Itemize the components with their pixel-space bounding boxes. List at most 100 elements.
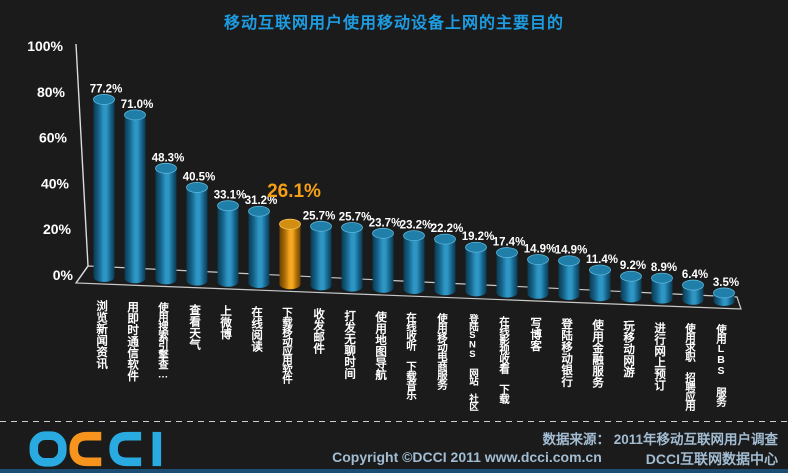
category-label: 打发无聊时间: [343, 309, 356, 379]
bar-value-label: 31.2%: [245, 195, 278, 207]
bar-top: [279, 218, 301, 230]
category-label: 登陆SNS 网站 社区: [466, 314, 478, 410]
bar-top: [372, 227, 394, 239]
bar-cylinder: [155, 168, 177, 280]
data-source-text: 数据来源： 2011年移动互联网用户调查: [542, 432, 778, 447]
category-label: 收发邮件: [312, 308, 325, 355]
bar-top: [589, 264, 611, 276]
bar-top: [651, 272, 673, 284]
category-label: 下载移动应用软件: [281, 307, 294, 384]
org-name-text: DCCI互联网数据中心: [645, 451, 778, 467]
bar-cylinder: [496, 252, 518, 293]
bar-top: [713, 287, 735, 299]
bar-cylinder: [310, 226, 332, 286]
bar-cylinder: [434, 239, 456, 291]
bar-cylinder: [558, 260, 580, 295]
bar-top: [341, 222, 363, 233]
bar-value-label: 14.9%: [555, 245, 588, 257]
bar-top: [527, 254, 549, 265]
footer-divider: [0, 421, 788, 422]
bar-value-label: 48.3%: [152, 152, 185, 164]
bar-value-label: 14.9%: [524, 244, 557, 256]
bar-top: [155, 162, 177, 174]
bar-value-label: 11.4%: [586, 254, 618, 266]
bar-value-label: 9.2%: [620, 260, 646, 272]
y-axis-tick-label: 0%: [53, 267, 74, 283]
category-label: 使用求职 招聘应用: [684, 322, 697, 410]
bar-value-label: 25.7%: [339, 211, 372, 223]
bar-top: [93, 94, 115, 105]
bar-value-label: 40.5%: [183, 171, 216, 183]
bar-top: [248, 205, 270, 217]
category-label: 进行网上预订: [653, 321, 666, 391]
bar-cylinder: [527, 259, 549, 294]
bar-value-label: 22.2%: [431, 223, 464, 235]
bar-value-label: 6.4%: [682, 269, 708, 281]
category-label: 使用LBS 服务: [715, 324, 728, 406]
category-label: 登陆移动银行: [560, 318, 573, 387]
bar-top: [403, 230, 425, 242]
category-label: 使用移动电商服务: [436, 313, 449, 390]
bar-cylinder: [341, 227, 363, 287]
y-axis-tick-label: 60%: [39, 130, 68, 146]
category-label: 用即时通信软件: [126, 301, 139, 382]
y-axis-line: [75, 43, 89, 284]
bar-cylinder: [372, 233, 394, 288]
category-label: 使用搜索引擎查…: [157, 302, 170, 380]
bar-top: [186, 182, 208, 193]
bar-cylinder: [248, 211, 270, 283]
bar-value-label: 3.5%: [713, 277, 739, 289]
category-label: 上微博: [219, 304, 232, 340]
category-label: 使用金融服务: [591, 319, 604, 389]
category-label: 写博客: [529, 316, 542, 352]
bar-chart: 0% 20% 40% 60% 80% 100% 77.2% 71.0% 48.3% 40.5% 33…: [27, 38, 742, 310]
bar-top: [558, 255, 580, 267]
logo-letter-i: [152, 431, 162, 467]
bar-value-label: 33.1%: [214, 190, 247, 202]
category-label: 玩移动网游: [622, 320, 635, 378]
y-axis-tick-label: 80%: [37, 84, 66, 100]
bar-cylinder: [465, 247, 487, 292]
bar-cylinder: [620, 276, 642, 298]
bar-top: [124, 109, 146, 121]
bar-cylinder: [124, 114, 146, 279]
bar-cylinder: [651, 278, 673, 299]
bar-cylinder-highlighted: [279, 224, 301, 285]
bar-cylinder: [589, 269, 611, 297]
category-label: 在线阅读: [250, 306, 263, 352]
bar-cylinder: [403, 235, 425, 289]
bar-cylinder: [186, 187, 208, 281]
bar-value-label: 19.2%: [462, 231, 495, 243]
logo-letter-c2: [109, 431, 142, 467]
bar-top: [465, 241, 487, 253]
logo-letter-c1: [69, 431, 102, 467]
bar-cylinder: [217, 205, 239, 282]
bar-value-label: 8.9%: [651, 262, 677, 274]
copyright-text: Copyright ©DCCI 2011 www.dcci.com.cn: [332, 449, 602, 465]
bar-top: [682, 279, 704, 291]
footer-copyright-row: Copyright ©DCCI 2011 www.dcci.com.cn DCC…: [332, 449, 778, 469]
category-label: 浏览新闻资讯: [95, 300, 108, 369]
bar-value-label: 26.1%: [267, 181, 321, 202]
bar-top: [434, 233, 456, 245]
logo-letter-d: [29, 431, 67, 467]
bar-value-label: 77.2%: [90, 83, 123, 95]
bar-top: [620, 270, 642, 282]
category-label: 使用地图导航: [374, 310, 387, 380]
bar-top: [217, 200, 239, 212]
category-label: 在线影视收看 下载: [498, 315, 511, 403]
bar-value-label: 23.2%: [400, 220, 433, 232]
y-axis-tick-label: 40%: [41, 175, 70, 191]
bar-top: [496, 247, 518, 258]
y-axis-tick-label: 20%: [43, 221, 72, 237]
dcci-logo: [29, 431, 162, 467]
bar-value-label: 71.0%: [121, 99, 154, 111]
chart-title: 移动互联网用户使用移动设备上网的主要目的: [223, 15, 564, 32]
bar-cylinder: [93, 99, 115, 277]
bar-value-label: 23.7%: [369, 217, 402, 229]
bottom-accent-strip: [0, 469, 788, 473]
bar-value-label: 17.4%: [493, 237, 526, 249]
y-axis-tick-label: 100%: [27, 38, 63, 54]
category-label: 在线收听 下载音乐: [405, 312, 418, 399]
